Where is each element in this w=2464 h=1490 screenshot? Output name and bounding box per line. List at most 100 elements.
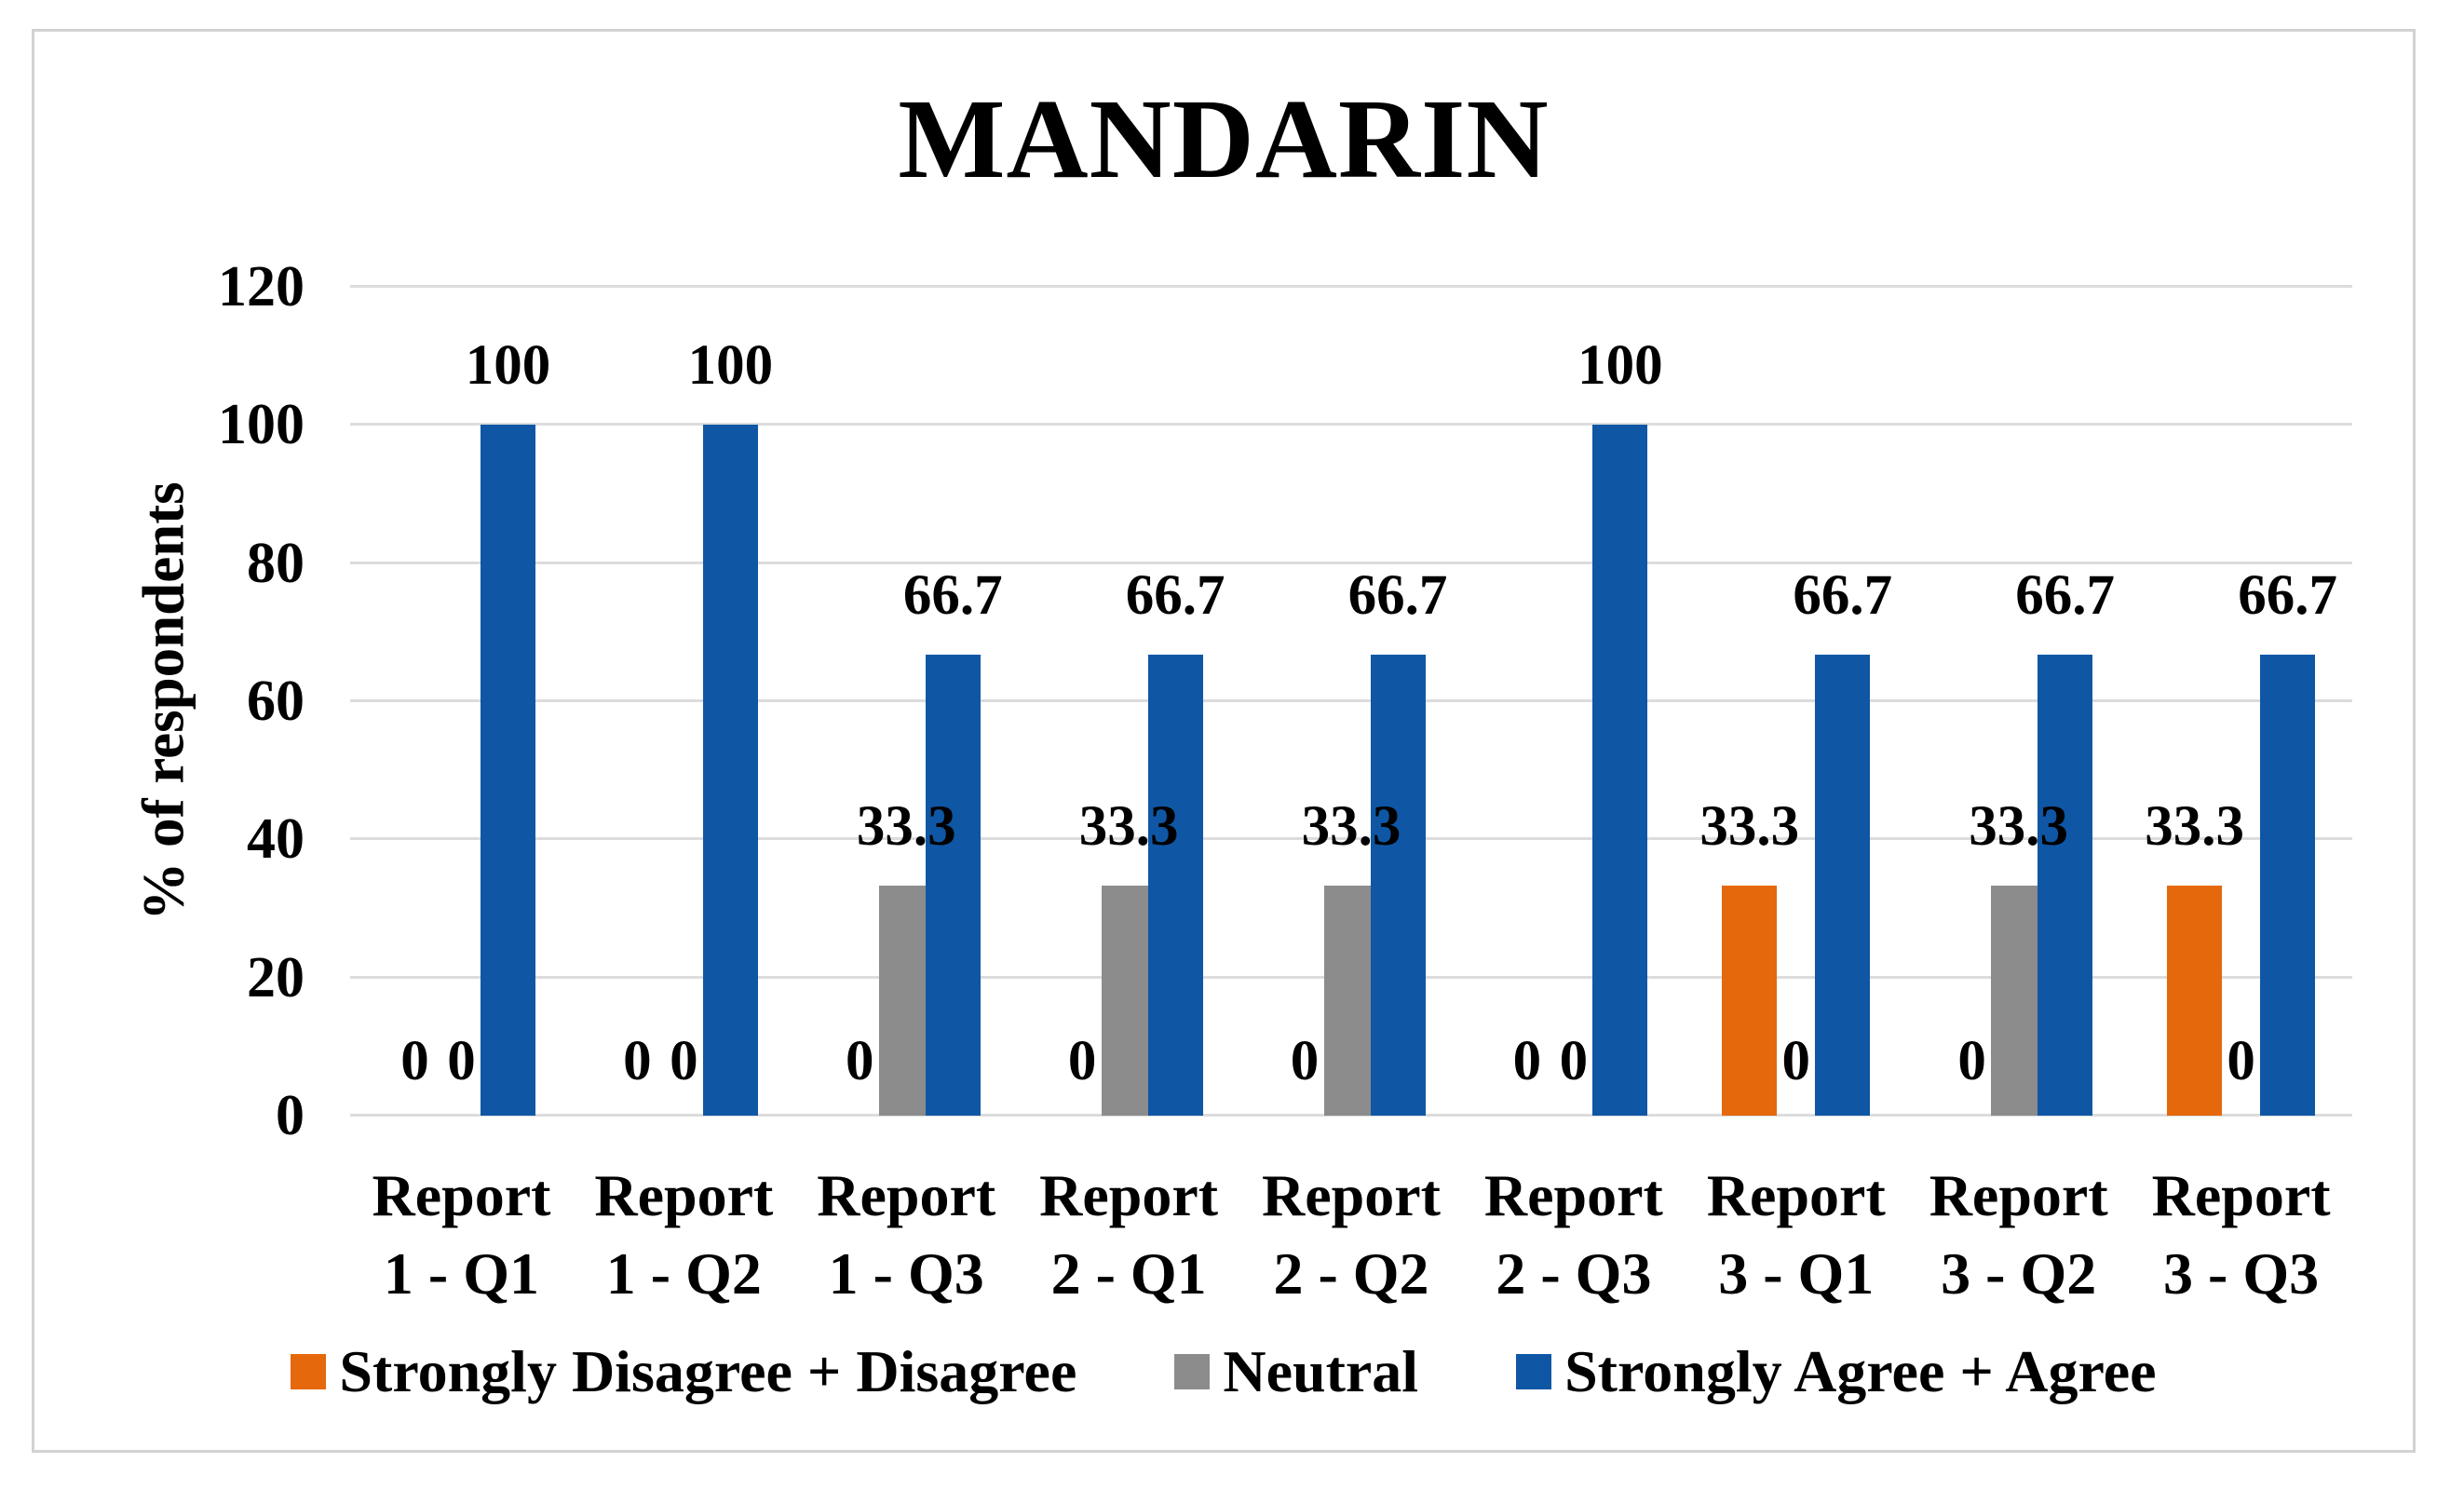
value-label: 0 (845, 1030, 874, 1092)
value-label: 33.3 (2145, 795, 2244, 859)
value-label: 0 (670, 1030, 698, 1092)
legend-item: Strongly Disagree + Disagree (291, 1337, 1076, 1406)
legend-item: Strongly Agree + Agree (1516, 1337, 2157, 1406)
bar-slot: 66.7 (1793, 287, 1892, 1116)
legend-label: Strongly Agree + Agree (1564, 1338, 2157, 1404)
value-label: 33.3 (1078, 795, 1179, 859)
bar-slot: 0 (657, 287, 711, 1116)
bar-strongly-agree-agree (2260, 655, 2316, 1116)
gridline (350, 699, 2352, 702)
category-label: Report 1 - Q2 (594, 1162, 774, 1307)
value-label: 100 (465, 334, 551, 398)
category-label: Report 3 - Q1 (1706, 1162, 1886, 1307)
bar-group: 0 33.3 66.7 (1907, 287, 2130, 1116)
bar-slot: 100 (688, 287, 773, 1116)
bar-slot: 0 (1768, 287, 1823, 1116)
y-tick-label: 120 (218, 255, 305, 318)
value-label: 66.7 (2015, 564, 2116, 628)
bar-slot: 100 (466, 287, 550, 1116)
bar-neutral (878, 886, 934, 1116)
value-label: 0 (1512, 1030, 1542, 1092)
y-tick-label: 60 (247, 670, 305, 733)
value-label: 66.7 (2238, 564, 2337, 628)
legend: Strongly Disagree + Disagree Neutral Stron… (34, 1337, 2413, 1406)
bar-strongly-disagree-disagree (2167, 886, 2223, 1116)
y-tick-label: 100 (218, 393, 305, 457)
bar-groups: 0 0 100 0 0 100 0 33.3 66.7 0 33.3 66.7 0 33.3 66.7 0 0 1… (350, 287, 2352, 1116)
legend-label: Strongly Disagree + Disagree (339, 1338, 1077, 1404)
bar-slot: 33.3 (1079, 287, 1178, 1116)
category-label: Report 2 - Q3 (1483, 1162, 1663, 1307)
legend-swatch (1174, 1354, 1211, 1389)
bar-slot: 33.3 (2145, 287, 2244, 1116)
value-label: 0 (1957, 1030, 1986, 1092)
legend-label: Neutral (1223, 1338, 1419, 1404)
bar-group: 0 0 100 (573, 287, 795, 1116)
value-label: 33.3 (1699, 795, 1800, 859)
value-label: 0 (1781, 1030, 1811, 1092)
value-label: 0 (1290, 1030, 1320, 1092)
value-label: 66.7 (1793, 564, 1893, 628)
bar-neutral (1101, 886, 1157, 1116)
gridline (350, 837, 2352, 841)
category-label: Report 2 - Q1 (1039, 1162, 1219, 1307)
gridline (350, 285, 2352, 288)
bar-slot: 66.7 (2238, 287, 2337, 1116)
plot-area: 0 0 100 0 0 100 0 33.3 66.7 0 33.3 66.7 0 33.3 66.7 0 0 1… (350, 285, 2352, 1117)
bar-slot: 100 (1577, 287, 1663, 1116)
bar-slot: 66.7 (2015, 287, 2115, 1116)
bar-strongly-agree-agree (925, 655, 981, 1116)
bar-slot: 0 (387, 287, 442, 1116)
y-tick-label: 20 (247, 945, 305, 1009)
gridline (350, 561, 2352, 564)
legend-swatch (1516, 1354, 1552, 1389)
bar-group: 0 33.3 66.7 (1240, 287, 1463, 1116)
value-label: 66.7 (1347, 564, 1448, 628)
category-label: Report 1 - Q1 (372, 1162, 551, 1307)
bar-group: 0 33.3 66.7 (795, 287, 1018, 1116)
chart-title: MANDARIN (898, 76, 1550, 202)
bar-strongly-agree-agree (1147, 655, 1203, 1116)
value-label: 66.7 (1125, 564, 1225, 628)
bar-strongly-agree-agree (1370, 655, 1426, 1116)
value-label: 66.7 (902, 564, 1003, 628)
value-label: 0 (447, 1030, 476, 1092)
value-label: 0 (400, 1030, 429, 1092)
value-label: 33.3 (1301, 795, 1401, 859)
bar-slot: 0 (434, 287, 489, 1116)
bar-slot: 66.7 (903, 287, 1003, 1116)
bar-slot: 33.3 (1969, 287, 2068, 1116)
bar-slot: 33.3 (857, 287, 956, 1116)
bar-slot: 0 (833, 287, 887, 1116)
bar-slot: 0 (1546, 287, 1601, 1116)
bar-slot: 0 (1944, 287, 1999, 1116)
bar-slot: 33.3 (1699, 287, 1799, 1116)
value-label: 33.3 (856, 795, 956, 859)
value-label: 0 (1067, 1030, 1097, 1092)
bar-slot: 66.7 (1126, 287, 1225, 1116)
bar-slot: 0 (610, 287, 665, 1116)
gridline (350, 423, 2352, 427)
bar-strongly-agree-agree (480, 425, 535, 1116)
y-tick-label: 0 (276, 1084, 305, 1147)
value-label: 33.3 (1969, 795, 2069, 859)
bar-strongly-agree-agree (702, 425, 758, 1116)
category-label: Report 3 - Q2 (1929, 1162, 2108, 1307)
x-axis-labels: Report 1 - Q1 Report 1 - Q2 Report 1 - Q3 Repo… (350, 1157, 2352, 1314)
value-label: 0 (623, 1030, 652, 1092)
bar-group: 33.3 0 66.7 (2130, 287, 2352, 1116)
category-label: Report 2 - Q2 (1262, 1162, 1441, 1307)
bar-neutral (1323, 886, 1379, 1116)
bar-slot: 0 (1278, 287, 1333, 1116)
legend-item: Neutral (1174, 1337, 1418, 1406)
bar-group: 0 0 100 (350, 287, 573, 1116)
value-label: 100 (1577, 334, 1663, 398)
bar-strongly-agree-agree (2038, 655, 2093, 1116)
bar-strongly-disagree-disagree (1722, 886, 1778, 1116)
bar-strongly-agree-agree (1815, 655, 1871, 1116)
value-label: 0 (1559, 1030, 1589, 1092)
y-tick-label: 80 (247, 531, 305, 595)
value-label: 100 (687, 334, 774, 398)
bar-neutral (1991, 886, 2047, 1116)
chart-frame: MANDARIN % of respondents 0 0 100 0 0 100 0 33.… (32, 29, 2416, 1453)
